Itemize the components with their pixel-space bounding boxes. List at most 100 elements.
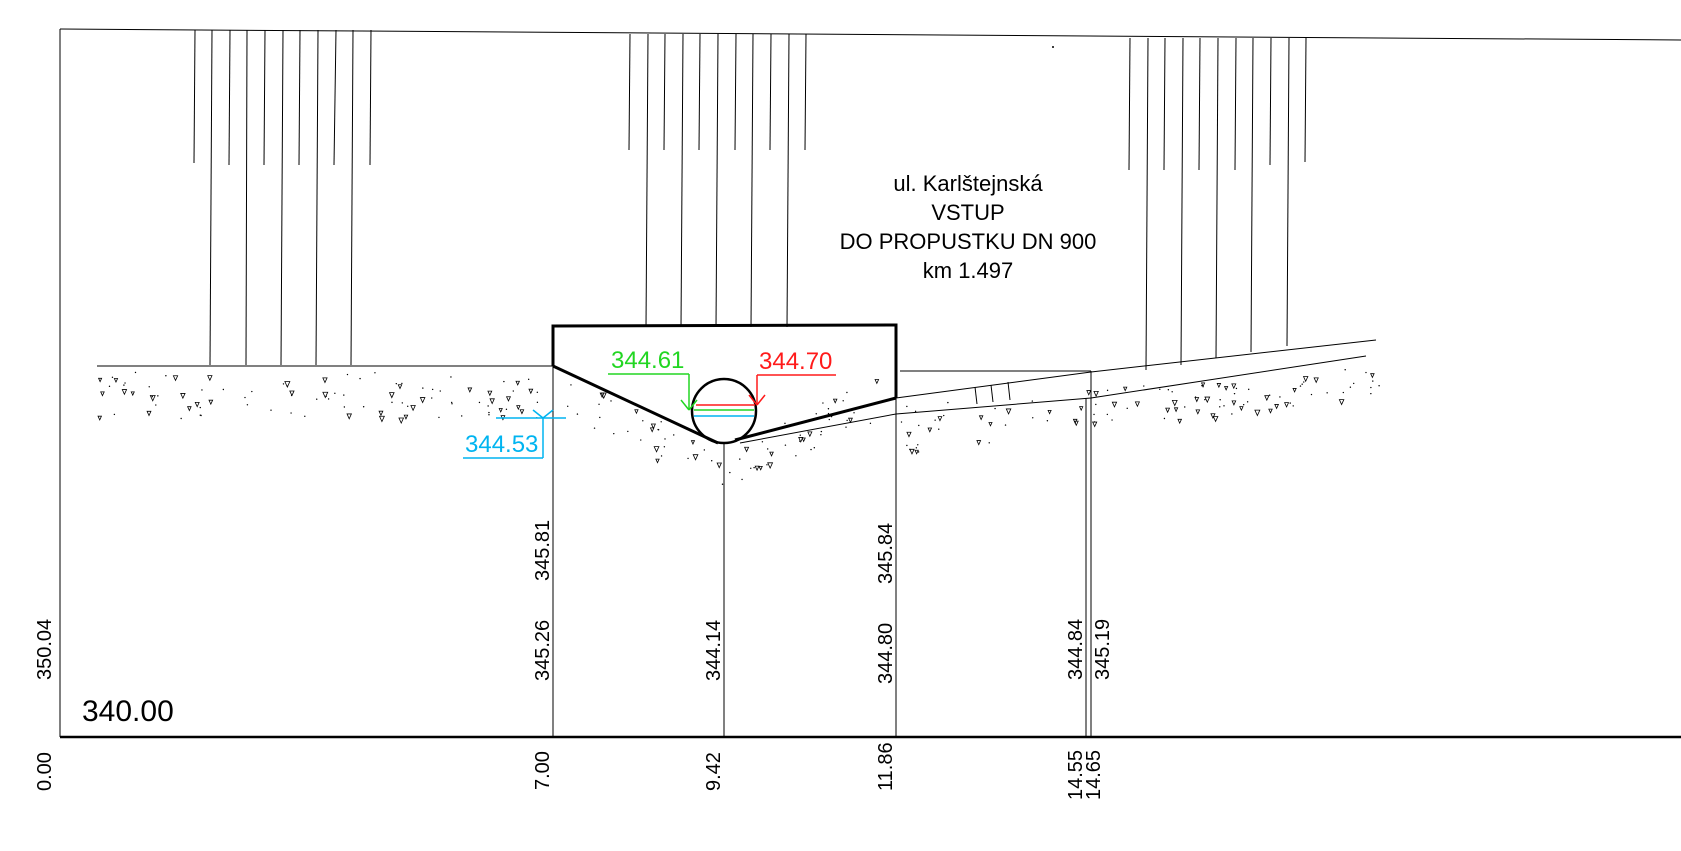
soil-dot xyxy=(729,471,731,474)
soil-triangle xyxy=(650,423,656,430)
road-mark-1 xyxy=(974,386,978,405)
soil-dot xyxy=(598,403,600,405)
soil-dot xyxy=(784,444,787,446)
trees-middle xyxy=(628,33,807,328)
soil-dot xyxy=(346,373,349,376)
soil-triangle xyxy=(758,465,763,471)
soil-triangle xyxy=(874,379,880,385)
soil-dot xyxy=(906,444,908,447)
soil-dot xyxy=(334,392,336,394)
water-level-red-marker xyxy=(696,374,836,406)
soil-dot xyxy=(660,455,663,457)
soil-dot xyxy=(478,401,481,404)
soil-dot xyxy=(853,412,855,414)
soil-triangle xyxy=(798,437,804,443)
soil-dot xyxy=(1235,387,1238,390)
soil-dot xyxy=(111,376,114,378)
ditch xyxy=(551,323,898,445)
soil-triangle xyxy=(1302,376,1309,383)
soil-dot xyxy=(155,404,157,406)
soil-dot xyxy=(325,395,327,397)
soil-dot xyxy=(1233,392,1236,395)
soil-dot xyxy=(536,391,539,393)
soil-dot xyxy=(1246,401,1249,403)
soil-triangle xyxy=(690,440,696,446)
soil-dot xyxy=(134,371,137,374)
soil-dot xyxy=(1301,383,1303,385)
soil-triangle xyxy=(346,413,353,420)
soil-triangle xyxy=(1122,386,1128,392)
soil-dot xyxy=(599,416,601,419)
elevation-ditch-top-right: 345.84 xyxy=(875,523,897,584)
soil-triangle xyxy=(832,398,838,404)
soil-triangle xyxy=(419,397,426,404)
soil-triangle xyxy=(113,378,119,384)
soil-triangle xyxy=(1338,399,1345,406)
soil-triangle xyxy=(398,417,405,424)
soil-dot xyxy=(1201,384,1203,387)
soil-triangle xyxy=(519,409,525,415)
soil-triangle xyxy=(1204,396,1211,404)
soil-dot xyxy=(123,384,125,386)
soil-dot xyxy=(741,478,743,481)
soil-dot xyxy=(663,446,666,448)
soil-dot xyxy=(401,402,404,404)
soil-dot xyxy=(906,405,908,408)
soil-dot xyxy=(1344,369,1346,371)
title-block: ul. Karlštejnská VSTUP DO PROPUSTKU DN 9… xyxy=(840,171,1097,283)
soil-triangle xyxy=(207,375,213,382)
soil-triangle xyxy=(397,384,403,390)
soil-triangle xyxy=(1200,382,1206,388)
soil-triangle xyxy=(1073,420,1079,427)
soil-triangle xyxy=(180,393,186,400)
soil-dot xyxy=(1292,405,1294,407)
soil-dot xyxy=(343,406,346,408)
soil-triangle xyxy=(208,399,214,406)
soil-dot xyxy=(1242,404,1245,406)
soil-dot xyxy=(1032,417,1034,419)
soil-dot xyxy=(827,408,830,410)
soil-dot xyxy=(1111,419,1113,421)
soil-triangle xyxy=(1173,407,1179,413)
soil-triangle xyxy=(1210,413,1216,420)
soil-dot xyxy=(488,411,490,414)
title-entry: VSTUP xyxy=(931,200,1004,225)
soil-dot xyxy=(915,447,918,449)
soil-triangle xyxy=(1165,407,1171,414)
soil-dot xyxy=(820,434,822,436)
soil-triangle xyxy=(505,396,511,402)
soil-dot xyxy=(1279,396,1281,398)
soil-dot xyxy=(536,401,539,404)
soil-dot xyxy=(151,395,153,398)
soil-triangle xyxy=(378,410,384,417)
soil-dot xyxy=(795,455,797,457)
soil-dot xyxy=(799,434,801,436)
soil-triangle xyxy=(1223,386,1229,391)
soil-triangle xyxy=(146,410,152,417)
soil-dot xyxy=(660,421,662,423)
station-4: 14.55 xyxy=(1065,750,1087,800)
soil-dot xyxy=(1219,406,1221,408)
soil-triangle xyxy=(692,454,699,461)
station-3: 11.86 xyxy=(875,742,897,791)
top-border-line xyxy=(59,28,1681,41)
soil-dot xyxy=(1231,413,1233,415)
soil-dot xyxy=(124,382,126,384)
soil-dot xyxy=(994,407,996,410)
soil-dot xyxy=(1326,392,1328,394)
soil-dot xyxy=(610,400,612,402)
station-2: 9.42 xyxy=(703,752,725,791)
soil-dot xyxy=(391,401,393,404)
frame xyxy=(59,28,1681,739)
soil-triangle xyxy=(378,415,385,423)
soil-dot xyxy=(512,390,514,392)
soil-dot xyxy=(505,408,508,411)
soil-triangle xyxy=(743,446,750,453)
soil-dot xyxy=(1370,392,1372,395)
soil-dot xyxy=(1095,403,1097,406)
soil-triangle xyxy=(1092,421,1098,428)
soil-dot xyxy=(1370,386,1372,389)
soil-triangle xyxy=(322,377,328,384)
soil-dot xyxy=(1248,388,1250,391)
soil-triangle xyxy=(767,462,774,470)
